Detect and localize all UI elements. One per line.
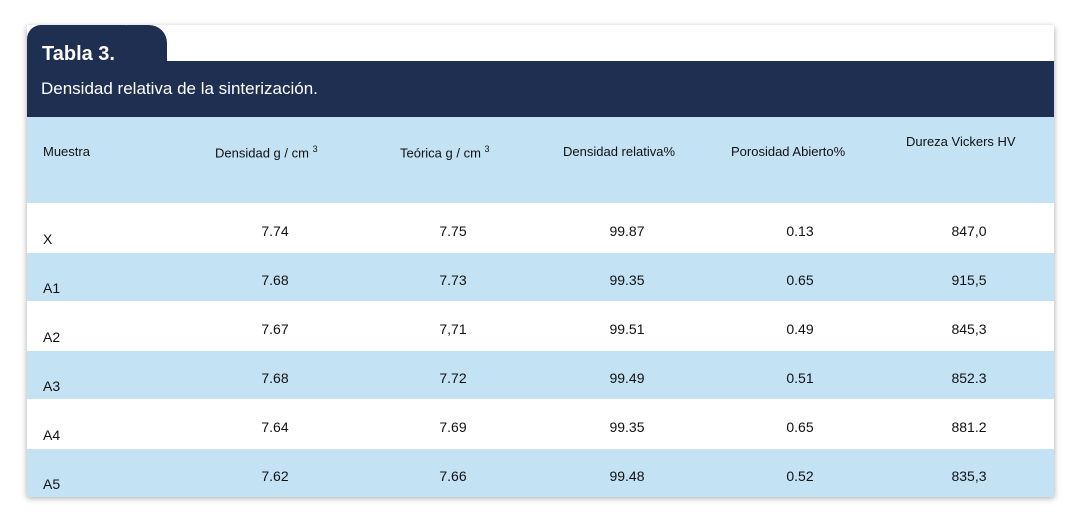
cell-teorica: 7.66 — [439, 468, 467, 484]
table-body: X 7.74 7.75 99.87 0.13 847,0 A1 7.68 7.7… — [27, 203, 1054, 497]
table-row: X 7.74 7.75 99.87 0.13 847,0 — [27, 203, 1054, 252]
cell-relativa: 99.51 — [609, 321, 645, 337]
cell-teorica: 7.75 — [439, 223, 467, 239]
header-muestra: Muestra — [43, 144, 90, 159]
cell-teorica: 7.72 — [439, 370, 467, 386]
cell-densidad: 7.68 — [261, 370, 289, 386]
header-densidad-relativa: Densidad relativa% — [563, 144, 676, 159]
cell-teorica: 7.73 — [439, 272, 467, 288]
cell-teorica: 7,71 — [439, 321, 467, 337]
cell-porosidad: 0.13 — [786, 223, 814, 239]
table-label-tab-curve — [127, 25, 167, 61]
cell-muestra: A3 — [43, 378, 61, 394]
cell-relativa: 99.48 — [609, 468, 645, 484]
table-row: A3 7.68 7.72 99.49 0.51 852.3 — [27, 350, 1054, 399]
cell-muestra: A1 — [43, 280, 61, 296]
cell-relativa: 99.35 — [609, 419, 645, 435]
cell-porosidad: 0.52 — [786, 468, 814, 484]
cell-teorica: 7.69 — [439, 419, 467, 435]
cell-dureza: 845,3 — [951, 321, 987, 337]
cell-dureza: 852.3 — [951, 370, 987, 386]
header-porosidad: Porosidad Abierto% — [731, 144, 846, 159]
cell-densidad: 7.62 — [261, 468, 289, 484]
header-teorica: Teórica g / cm 3 — [400, 141, 490, 161]
table-row: A4 7.64 7.69 99.35 0.65 881.2 — [27, 399, 1054, 448]
table-row: A1 7.68 7.73 99.35 0.65 915,5 — [27, 252, 1054, 301]
caption-band: Densidad relativa de la sinterización. — [27, 61, 1054, 117]
cell-dureza: 915,5 — [951, 272, 987, 288]
cell-porosidad: 0.51 — [786, 370, 814, 386]
cell-porosidad: 0.65 — [786, 272, 814, 288]
header-teorica-exponent: 3 — [484, 144, 490, 154]
cell-densidad: 7.64 — [261, 419, 289, 435]
cell-muestra: A5 — [43, 476, 61, 492]
table-row: A5 7.62 7.66 99.48 0.52 835,3 — [27, 448, 1054, 497]
cell-muestra: A2 — [43, 329, 61, 345]
header-densidad-text: Densidad g / cm — [215, 145, 309, 161]
cell-densidad: 7.68 — [261, 272, 289, 288]
table-row: A2 7.67 7,71 99.51 0.49 845,3 — [27, 301, 1054, 350]
cell-dureza: 835,3 — [951, 468, 987, 484]
table-card: Tabla 3. Densidad relativa de la sinteri… — [27, 25, 1054, 497]
header-densidad-exponent: 3 — [312, 144, 318, 154]
cell-dureza: 881.2 — [951, 419, 987, 435]
header-dureza: Dureza Vickers HV — [906, 134, 1016, 149]
cell-muestra: A4 — [43, 427, 61, 443]
cell-relativa: 99.49 — [609, 370, 645, 386]
cell-relativa: 99.35 — [609, 272, 645, 288]
cell-porosidad: 0.49 — [786, 321, 814, 337]
table-caption: Densidad relativa de la sinterización. — [41, 79, 318, 98]
cell-muestra: X — [43, 231, 53, 247]
table-label: Tabla 3. — [42, 43, 115, 65]
cell-dureza: 847,0 — [951, 223, 987, 239]
header-teorica-text: Teórica g / cm — [400, 145, 481, 161]
table-label-tab — [27, 25, 139, 61]
cell-porosidad: 0.65 — [786, 419, 814, 435]
cell-densidad: 7.67 — [261, 321, 289, 337]
cell-densidad: 7.74 — [261, 223, 289, 239]
header-densidad: Densidad g / cm 3 — [215, 141, 318, 161]
cell-relativa: 99.87 — [609, 223, 645, 239]
table-header-row: Muestra Densidad g / cm 3 Teórica g / cm… — [27, 117, 1054, 203]
